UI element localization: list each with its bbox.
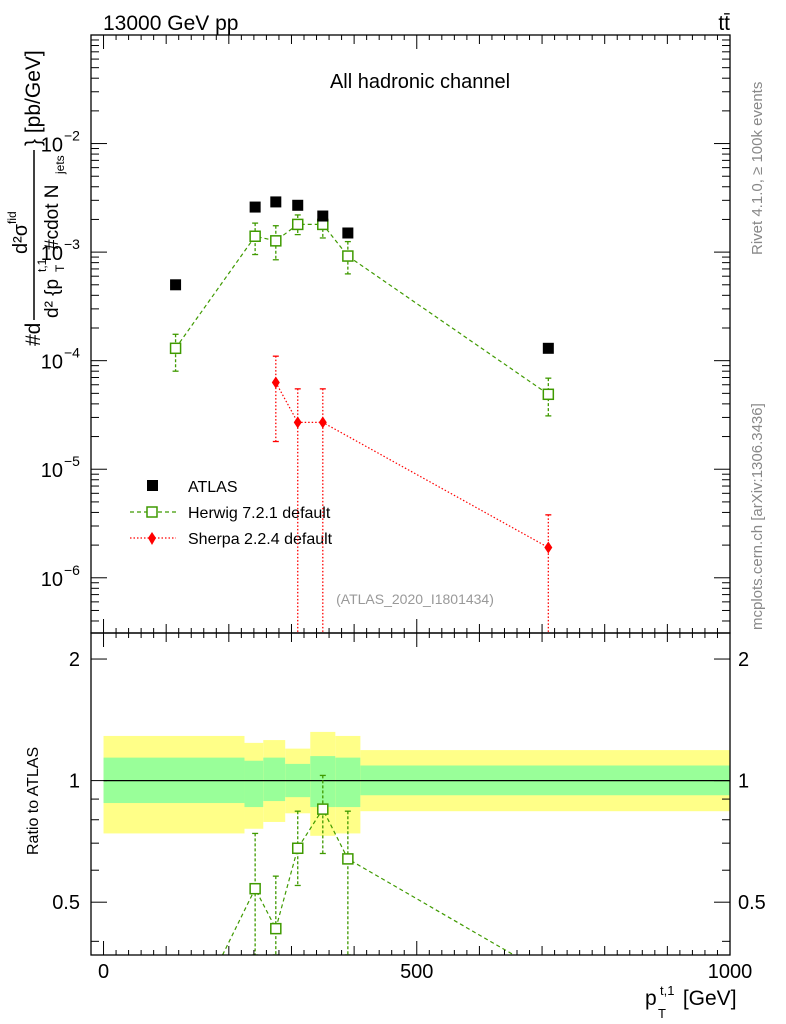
- main-y-tick-exp-3: −3: [64, 236, 80, 252]
- ratio-y-tick-label-left-0: 0.5: [52, 892, 80, 914]
- ratio-band-inner-1: [244, 760, 264, 808]
- main-ylabel-denominator-sub: T: [53, 264, 67, 272]
- main-ylabel-prefix: #d: [22, 323, 45, 346]
- main-plot-frame: [90, 34, 731, 634]
- atlas-point-4: [317, 210, 329, 222]
- ratio-band-inner-2: [263, 757, 286, 802]
- ratio-herwig-point-1: [270, 922, 282, 935]
- sherpa-point-0: [271, 376, 280, 389]
- atlas-point-2: [270, 196, 282, 208]
- analysis-id: (ATLAS_2020_I1801434): [336, 591, 494, 607]
- atlas-point-6: [542, 342, 554, 354]
- ratio-y-tick-label-right-0: 0.5: [738, 892, 766, 914]
- main-ylabel-numerator-sup: fid: [5, 211, 19, 224]
- main-y-tick-exp-2: −4: [64, 345, 80, 361]
- ratio-y-tick-label-left-2: 2: [69, 649, 80, 671]
- atlas-point-0: [170, 279, 182, 291]
- main-ylabel-numerator: d²σ: [10, 223, 32, 254]
- legend: ATLAS Herwig 7.2.1 default Sherpa 2.2.4 …: [130, 479, 333, 548]
- ratio-y-tick-label-right-2: 2: [738, 649, 749, 671]
- ratio-y-axis-label: Ratio to ATLAS: [25, 747, 42, 855]
- legend-atlas-label: ATLAS: [188, 479, 238, 496]
- main-ylabel-denominator-rest: #cdot N: [42, 185, 63, 250]
- main-y-tick-label-4: 10: [41, 135, 63, 157]
- ratio-herwig-point-2: [291, 842, 304, 855]
- main-y-tick-exp-1: −5: [64, 453, 80, 469]
- main-y-tick-label-0: 10: [41, 569, 63, 591]
- legend-sherpa-marker: [148, 532, 156, 545]
- rivet-label: Rivet 4.1.0, ≥ 100k events: [749, 82, 766, 255]
- sherpa-point-3: [544, 541, 553, 554]
- sherpa-point-2: [318, 416, 327, 429]
- sherpa-point-1: [293, 416, 302, 429]
- herwig-point-6: [542, 388, 555, 401]
- main-ylabel-denominator-sup: t,1: [35, 258, 49, 272]
- ratio-herwig-point-0: [249, 882, 261, 895]
- ratio-herwig-line: [222, 807, 515, 955]
- mcplots-label: mcplots.cern.ch [arXiv:1306.3436]: [749, 403, 766, 630]
- atlas-point-3: [292, 199, 304, 211]
- x-axis-label-sub: T: [658, 1006, 666, 1021]
- herwig-point-1: [249, 230, 261, 243]
- x-axis-label-units: [GeV]: [677, 987, 737, 1010]
- main-plot-series: [169, 196, 555, 633]
- ratio-plot-series: [222, 774, 515, 955]
- x-axis-label-main: p: [645, 987, 657, 1010]
- main-y-tick-label-2: 10: [41, 352, 63, 374]
- ratio-herwig-point-4: [342, 853, 354, 865]
- x-axis-label: p T t,1 [GeV]: [645, 983, 737, 1021]
- main-y-tick-label-3: 10: [41, 243, 63, 265]
- atlas-point-1: [249, 201, 261, 213]
- herwig-point-3: [291, 218, 304, 231]
- ratio-y-tick-label-left-1: 1: [69, 771, 80, 793]
- x-tick-label-2: 1000: [708, 961, 753, 983]
- x-axis-label-sup: t,1: [660, 983, 674, 998]
- main-ylabel-units: } [pb/GeV]: [22, 50, 45, 146]
- main-y-tick-exp-0: −6: [64, 562, 80, 578]
- sherpa-line: [275, 382, 549, 549]
- main-y-tick-exp-4: −2: [64, 128, 80, 144]
- ratio-band-inner-5: [335, 757, 361, 808]
- atlas-point-5: [342, 227, 354, 239]
- main-ylabel-denominator-sub2: jets: [53, 155, 67, 175]
- main-ylabel-denominator: d² {p: [42, 279, 63, 318]
- herwig-point-2: [270, 235, 282, 247]
- legend-sherpa-label: Sherpa 2.2.4 default: [188, 531, 333, 548]
- ratio-plot-frame: [90, 632, 731, 956]
- main-y-axis-label: #d d²σ fid d² {p T t,1 #cdot N jets } [p…: [5, 50, 67, 346]
- ratio-y-tick-label-right-1: 1: [738, 771, 749, 793]
- herwig-point-0: [169, 342, 182, 355]
- process-label: tt̄: [718, 12, 730, 35]
- herwig-point-5: [342, 250, 354, 262]
- main-y-tick-label-1: 10: [41, 460, 63, 482]
- herwig-line: [175, 223, 549, 395]
- legend-atlas-marker: [147, 480, 158, 491]
- legend-herwig-marker: [146, 506, 158, 518]
- x-tick-label-0: 0: [98, 961, 109, 983]
- x-tick-label-1: 500: [400, 961, 433, 983]
- ratio-herwig-point-3: [317, 803, 329, 815]
- legend-herwig-label: Herwig 7.2.1 default: [188, 505, 331, 522]
- channel-title: All hadronic channel: [330, 71, 510, 93]
- ratio-uncertainty-bands: [103, 731, 730, 836]
- energy-label: 13000 GeV pp: [103, 12, 238, 35]
